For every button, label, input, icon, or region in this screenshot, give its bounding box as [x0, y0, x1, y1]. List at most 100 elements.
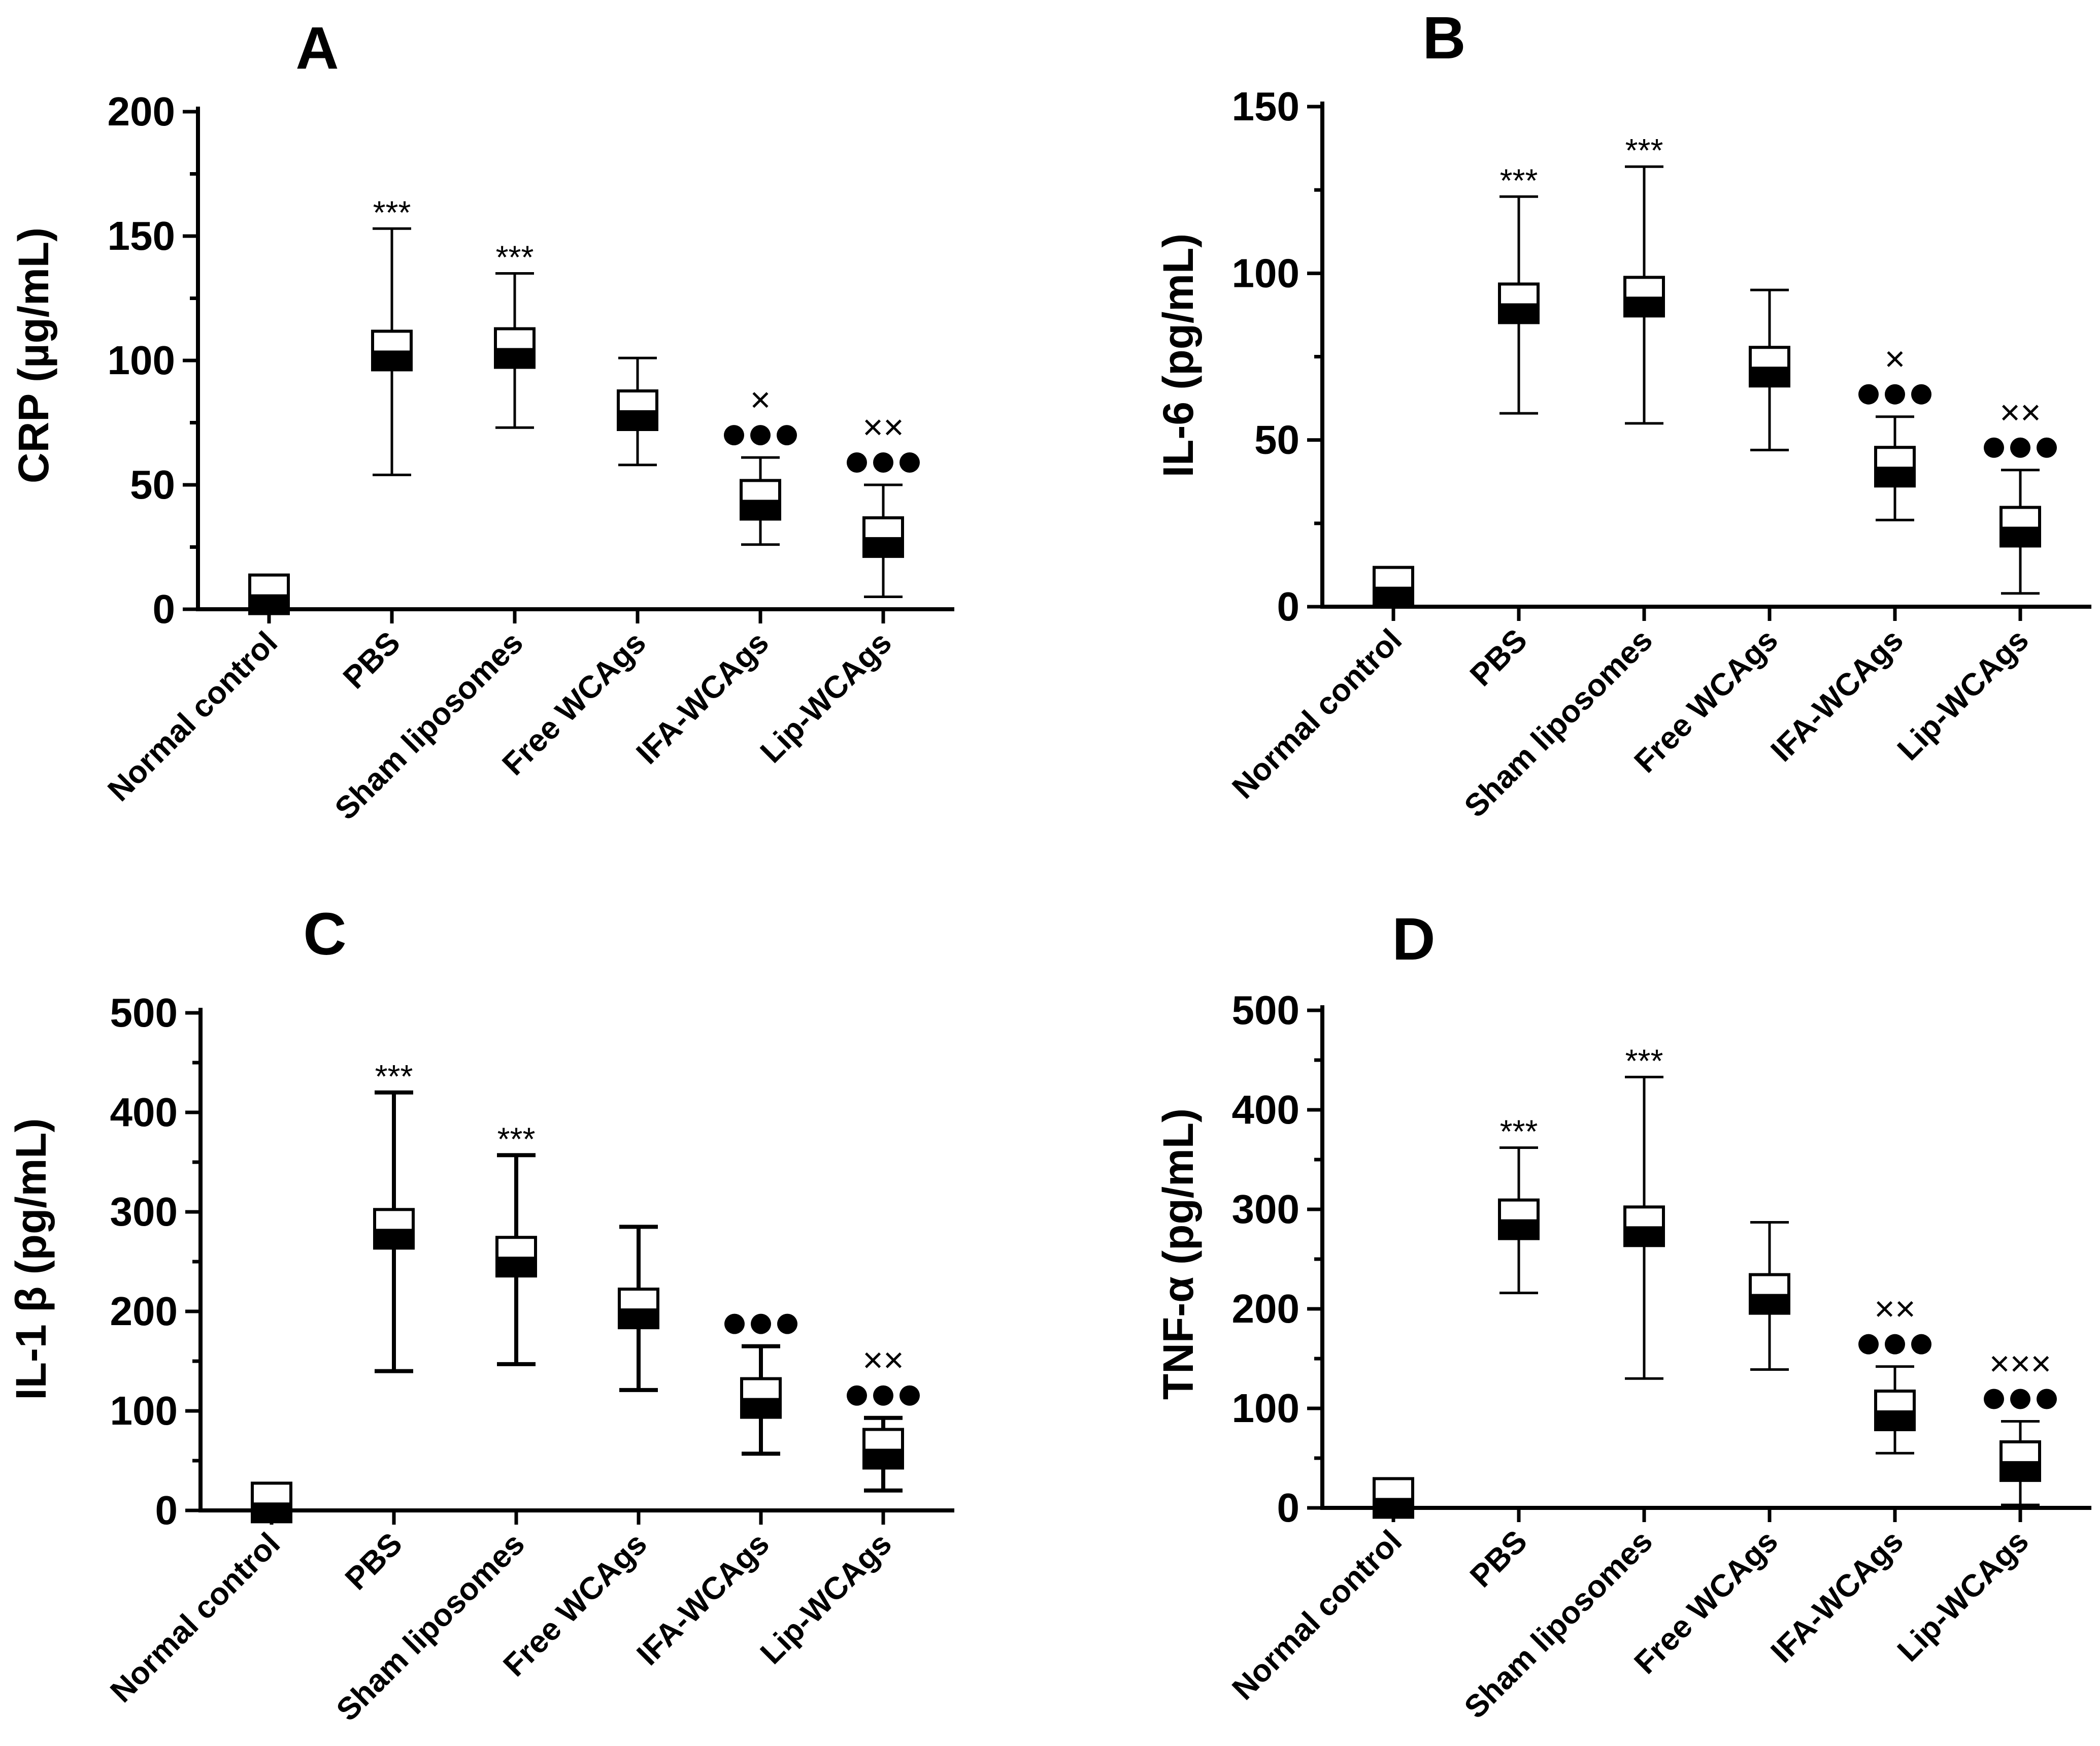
mean-marker-fill	[1374, 1498, 1413, 1518]
data-point-a: ×	[724, 380, 797, 546]
significance-cross: ××	[1874, 1289, 1916, 1329]
y-tick-label-c: 500	[110, 990, 178, 1035]
panel-c: C IL-1 β (pg/mL) 0 100 200 300 400 500 Normal …	[7, 901, 954, 1728]
mean-marker-fill	[741, 500, 780, 519]
data-point-d: ××	[1858, 1289, 1931, 1455]
y-axis-label-a: CRP (µg/mL)	[10, 227, 57, 483]
data-point-b: ×	[1858, 339, 1931, 521]
x-tick-label-d: PBS	[1463, 1524, 1534, 1594]
x-tick-label-b: PBS	[1463, 622, 1534, 693]
data-point-a	[617, 356, 658, 467]
axes-a	[196, 107, 954, 611]
y-tick-label-b: 50	[1254, 417, 1299, 463]
x-tick-label-c: PBS	[339, 1526, 409, 1597]
mean-marker-fill	[1750, 1294, 1789, 1313]
data-point-a: ***	[494, 239, 536, 429]
mean-marker-fill	[1876, 1410, 1914, 1430]
y-tick-label-c: 300	[110, 1189, 178, 1234]
significance-dot	[847, 1385, 867, 1406]
y-tick-label-d: 300	[1232, 1187, 1299, 1232]
mean-marker-fill	[1499, 1219, 1538, 1239]
mean-marker-fill	[1625, 297, 1663, 316]
significance-dot	[2010, 437, 2030, 458]
mean-marker-fill	[495, 348, 534, 368]
significance-dot	[1911, 384, 1931, 405]
data-point-c	[618, 1225, 659, 1392]
mean-marker-fill	[375, 1229, 413, 1248]
mean-marker-fill	[619, 1308, 658, 1328]
significance-stars: ***	[1500, 162, 1538, 199]
y-axis-label-d: TNF-α (pg/mL)	[1154, 1108, 1202, 1400]
x-tick-label-c: Lip-WCAgs	[754, 1526, 898, 1671]
x-tick-label-a: PBS	[337, 625, 407, 696]
data-point-d: ***	[1623, 1042, 1665, 1380]
y-tick-label-d: 200	[1232, 1286, 1299, 1331]
data-point-b: ***	[1498, 162, 1540, 415]
mean-marker-fill	[252, 1502, 291, 1522]
mean-marker-fill	[250, 594, 288, 614]
y-tick-label-d: 400	[1232, 1087, 1299, 1132]
y-tick-label-d: 100	[1232, 1386, 1299, 1431]
y-tick-label-c: 200	[110, 1289, 178, 1334]
mean-marker-fill	[497, 1257, 536, 1276]
significance-cross: ××	[862, 407, 904, 447]
significance-dot	[847, 452, 867, 473]
panel-a: A CRP (µg/mL) 0 50 100 150 200 Normal control…	[10, 15, 954, 827]
axes-b	[1320, 102, 2091, 609]
mean-marker-fill	[742, 1398, 780, 1418]
significance-dot	[2010, 1389, 2030, 1409]
significance-stars: ***	[373, 194, 411, 230]
y-tick-label-d: 500	[1232, 987, 1299, 1033]
y-tick-label-a: 50	[130, 462, 175, 507]
panel-b: B IL-6 (pg/mL) 0 50 100 150 Normal control PB…	[1154, 5, 2091, 824]
data-point-a: ***	[371, 194, 413, 476]
y-tick-label-a: 0	[153, 586, 176, 632]
significance-stars: ***	[496, 239, 534, 276]
y-tick-label-a: 200	[108, 89, 175, 134]
significance-dot	[873, 452, 893, 473]
significance-dot	[750, 425, 771, 446]
mean-marker-fill	[1625, 1226, 1663, 1246]
x-tick-label-a: Lip-WCAgs	[754, 625, 898, 770]
significance-dot	[751, 1313, 771, 1334]
y-tick-label-a: 100	[108, 338, 175, 383]
mean-marker-fill	[2001, 1461, 2040, 1480]
data-point-b	[1749, 288, 1790, 451]
data-point-c	[724, 1313, 797, 1456]
mean-marker-fill	[864, 1448, 903, 1468]
data-point-a: ××	[847, 407, 920, 598]
y-tick-label-c: 400	[110, 1090, 178, 1135]
significance-dot	[724, 425, 744, 446]
significance-dot	[777, 1313, 797, 1334]
panel-letter-d: D	[1392, 906, 1435, 973]
data-point-a	[248, 573, 290, 615]
x-tick-label-a: IFA-WCAgs	[629, 625, 775, 771]
significance-stars: ***	[497, 1121, 536, 1157]
panel-letter-c: C	[303, 901, 346, 968]
mean-marker-fill	[2001, 526, 2040, 546]
mean-marker-fill	[1876, 467, 1914, 486]
significance-stars: ***	[1625, 132, 1663, 169]
significance-stars: ***	[1500, 1113, 1538, 1149]
data-point-d: ×××	[1984, 1343, 2057, 1506]
significance-dot	[1858, 384, 1879, 405]
data-point-b	[1373, 566, 1414, 608]
x-tick-label-c: IFA-WCAgs	[630, 1526, 776, 1672]
data-point-c: ××	[847, 1340, 920, 1493]
axes-d	[1320, 1005, 2091, 1510]
significance-dot	[2037, 1389, 2057, 1409]
significance-dot	[1984, 1389, 2004, 1409]
mean-marker-fill	[864, 537, 903, 556]
panel-letter-b: B	[1422, 5, 1465, 72]
significance-dot	[1885, 384, 1905, 405]
significance-cross: ×××	[1989, 1343, 2052, 1383]
y-tick-label-b: 150	[1232, 84, 1299, 129]
significance-dot	[1858, 1334, 1879, 1355]
data-point-d	[1373, 1477, 1414, 1519]
significance-stars: ***	[375, 1058, 413, 1095]
y-tick-label-c: 100	[110, 1388, 178, 1433]
significance-dot	[899, 1385, 920, 1406]
panel-d: D TNF-α (pg/mL) 0 100 200 300 400 500 Normal c…	[1154, 906, 2091, 1725]
significance-dot	[873, 1385, 893, 1406]
